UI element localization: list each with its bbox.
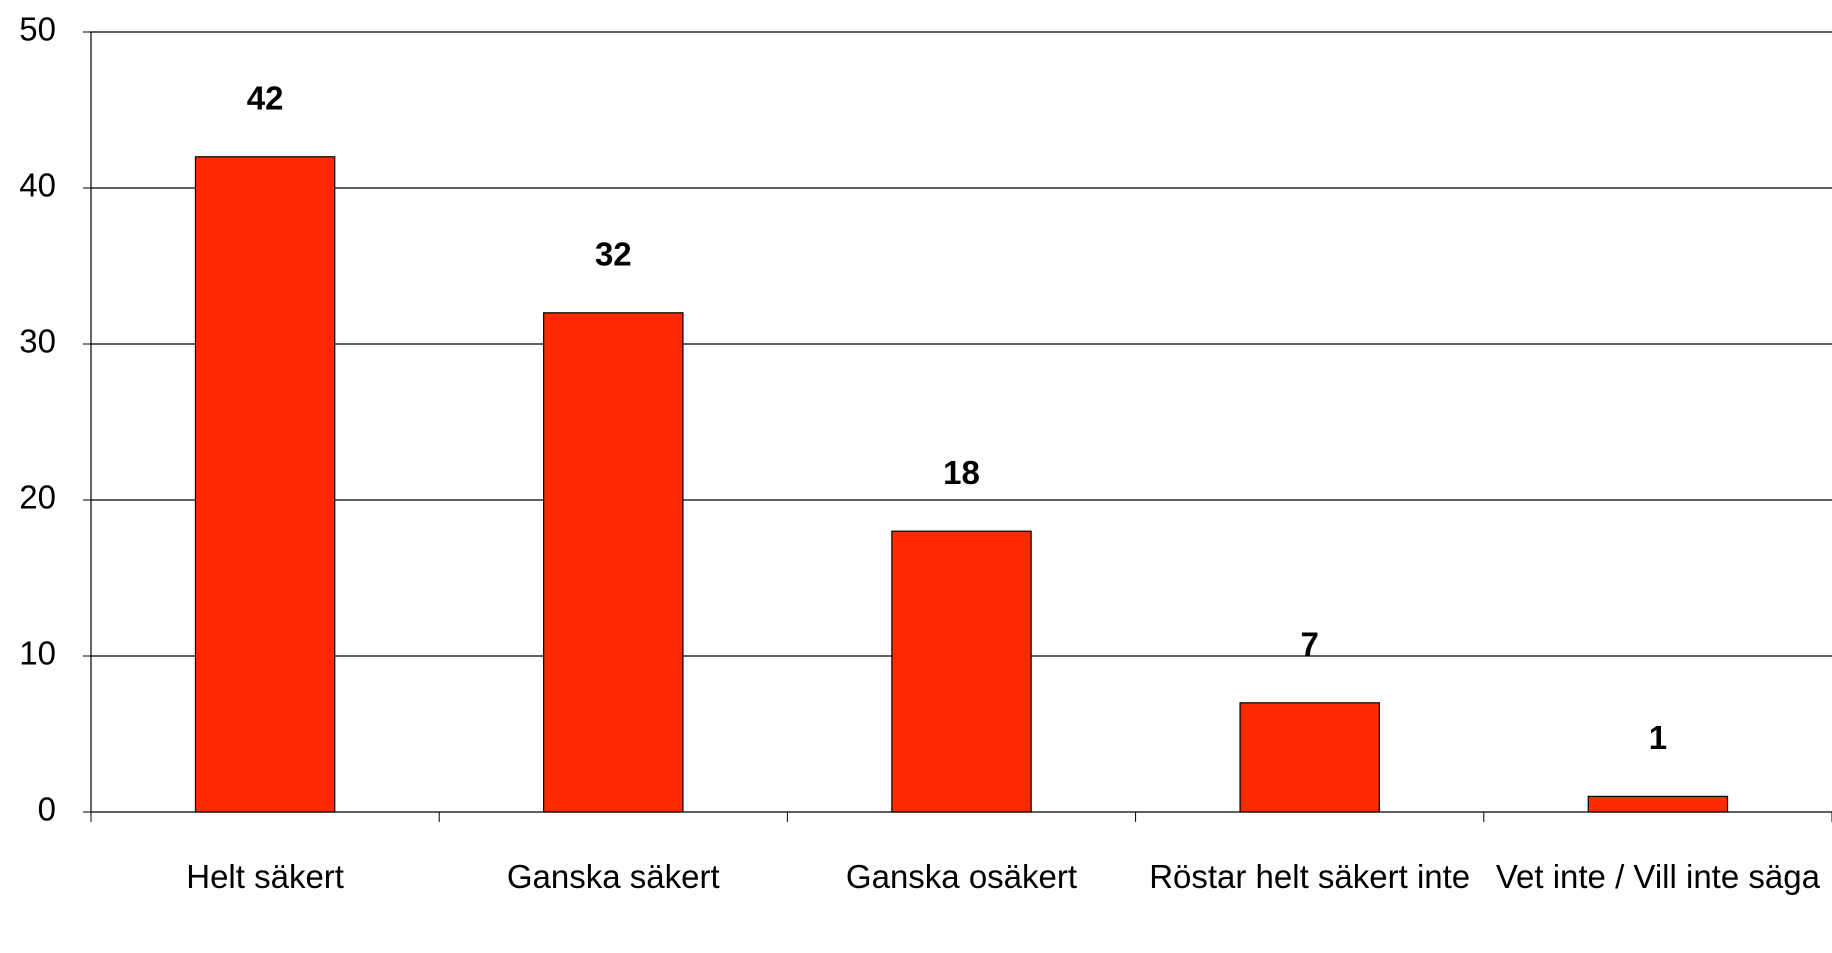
data-label: 18 xyxy=(943,454,980,491)
bar xyxy=(891,530,1032,813)
x-tick-label: Ganska osäkert xyxy=(845,858,1078,895)
x-tick-label: Vet inte / Vill inte säga xyxy=(1495,858,1820,895)
bar xyxy=(1239,702,1380,813)
y-tick-label: 20 xyxy=(19,479,56,516)
bar xyxy=(194,156,336,813)
data-label: 32 xyxy=(595,236,632,273)
y-tick-label: 50 xyxy=(19,11,56,48)
data-label: 1 xyxy=(1649,719,1667,756)
y-tick-label: 30 xyxy=(19,323,56,360)
data-label: 7 xyxy=(1301,626,1319,663)
data-label: 42 xyxy=(247,80,284,117)
y-tick-label: 0 xyxy=(38,791,56,828)
bar xyxy=(543,312,684,813)
y-tick-label: 10 xyxy=(19,635,56,672)
x-tick-label: Ganska säkert xyxy=(506,858,720,895)
y-tick-label: 40 xyxy=(19,167,56,204)
x-tick-label: Röstar helt säkert inte xyxy=(1149,858,1471,895)
x-tick-label: Helt säkert xyxy=(186,858,344,895)
bar xyxy=(1587,795,1729,813)
